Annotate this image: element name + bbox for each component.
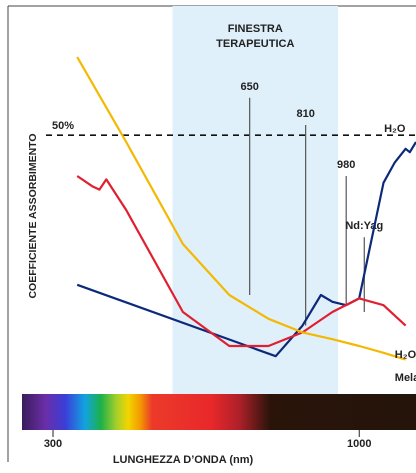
- x-tick-label: 300: [44, 438, 62, 450]
- series-line: [76, 56, 406, 361]
- series-label: Melanina: [395, 372, 416, 384]
- window-label-line1: FINESTRA: [228, 23, 283, 35]
- wavelength-marker-label: 650: [240, 81, 258, 93]
- series-label: H₂O: [384, 123, 406, 135]
- series-line: [76, 175, 407, 348]
- wavelength-marker-label: Nd:Yag: [345, 220, 383, 232]
- window-label-line2: TERAPEUTICA: [216, 38, 294, 50]
- series-layer: H₂O H₂O Melanina: [76, 56, 416, 384]
- y-axis-label: COEFFICIENTE ASSORBIMENTO: [27, 133, 39, 298]
- series-label: H₂O: [395, 349, 416, 361]
- x-tick-label: 1000: [347, 438, 371, 450]
- x-axis-label: LUNGHEZZA D’ONDA (nm): [113, 454, 254, 466]
- x-axis-ticks: 300 1000: [44, 430, 371, 450]
- wavelength-marker-label: 980: [337, 159, 355, 171]
- spectrum-bar: [22, 394, 416, 430]
- fifty-percent-label: 50%: [52, 120, 74, 132]
- wavelength-marker-label: 810: [296, 108, 314, 120]
